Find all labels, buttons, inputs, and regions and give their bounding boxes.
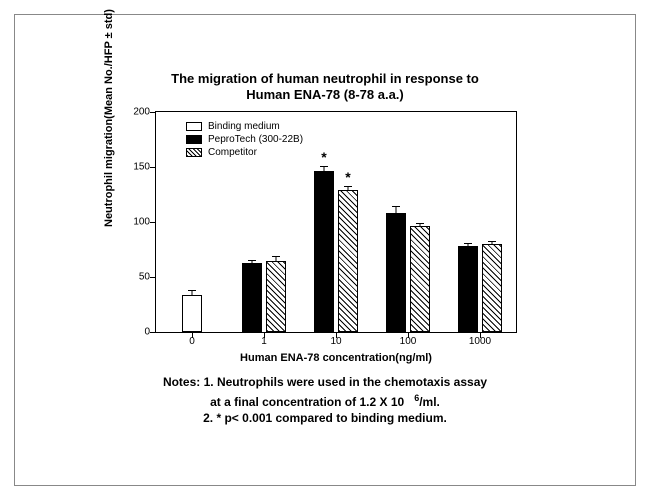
bar-competitor bbox=[482, 244, 502, 332]
note-line1: Notes: 1. Neutrophils were used in the c… bbox=[15, 375, 635, 389]
error-cap bbox=[188, 290, 196, 291]
y-tick-label: 100 bbox=[126, 217, 150, 228]
error-bar bbox=[492, 242, 493, 244]
y-tick-label: 0 bbox=[126, 327, 150, 338]
x-axis-label: Human ENA-78 concentration(ng/ml) bbox=[156, 352, 516, 364]
y-tick bbox=[150, 222, 156, 223]
x-tick-label: 1000 bbox=[469, 336, 491, 347]
bar-competitor bbox=[266, 261, 286, 333]
bar-peprotech bbox=[242, 263, 262, 332]
bar-peprotech bbox=[386, 213, 406, 332]
error-cap bbox=[464, 243, 472, 244]
y-tick bbox=[150, 332, 156, 333]
y-tick-label: 50 bbox=[126, 272, 150, 283]
error-bar bbox=[252, 261, 253, 263]
legend-swatch-hatch bbox=[186, 148, 202, 157]
bar-binding bbox=[182, 295, 202, 332]
error-bar bbox=[396, 207, 397, 214]
y-axis-label: Neutrophil migration(Mean No./HFP ± std) bbox=[103, 9, 115, 227]
error-cap bbox=[248, 260, 256, 261]
legend-item-binding: Binding medium bbox=[186, 120, 303, 133]
bar-competitor bbox=[410, 226, 430, 332]
bar-peprotech bbox=[314, 171, 334, 332]
legend: Binding medium PeproTech (300-22B) Compe… bbox=[186, 120, 303, 159]
error-cap bbox=[344, 186, 352, 187]
error-bar bbox=[324, 167, 325, 171]
x-tick-label: 1 bbox=[261, 336, 267, 347]
significance-star: * bbox=[321, 149, 326, 165]
legend-item-competitor: Competitor bbox=[186, 146, 303, 159]
note-line3: 2. * p< 0.001 compared to binding medium… bbox=[15, 411, 635, 425]
error-cap bbox=[416, 223, 424, 224]
y-tick-label: 150 bbox=[126, 162, 150, 173]
error-bar bbox=[276, 257, 277, 260]
significance-star: * bbox=[345, 169, 350, 185]
error-cap bbox=[272, 256, 280, 257]
x-tick-label: 10 bbox=[330, 336, 341, 347]
note-line2-sup: 6 bbox=[414, 393, 419, 403]
legend-item-peprotech: PeproTech (300-22B) bbox=[186, 133, 303, 146]
error-cap bbox=[392, 206, 400, 207]
error-bar bbox=[468, 244, 469, 246]
error-bar bbox=[192, 291, 193, 294]
chart-frame: The migration of human neutrophil in res… bbox=[14, 14, 636, 486]
legend-swatch-solid bbox=[186, 135, 202, 144]
error-bar bbox=[420, 224, 421, 226]
x-tick-label: 0 bbox=[189, 336, 195, 347]
plot-area: Binding medium PeproTech (300-22B) Compe… bbox=[155, 111, 517, 333]
legend-label-peprotech: PeproTech (300-22B) bbox=[208, 133, 303, 146]
note-line2: at a final concentration of 1.2 X 10 6/m… bbox=[15, 395, 635, 409]
note-line2-space bbox=[404, 395, 414, 409]
bar-peprotech bbox=[458, 246, 478, 332]
x-tick-label: 100 bbox=[400, 336, 417, 347]
y-tick bbox=[150, 167, 156, 168]
note-line2-pre: at a final concentration of 1.2 X 10 bbox=[210, 395, 404, 409]
legend-label-binding: Binding medium bbox=[208, 120, 280, 133]
y-tick-label: 200 bbox=[126, 107, 150, 118]
y-tick bbox=[150, 277, 156, 278]
error-bar bbox=[348, 187, 349, 190]
bar-competitor bbox=[338, 190, 358, 332]
error-cap bbox=[488, 241, 496, 242]
y-tick bbox=[150, 112, 156, 113]
error-cap bbox=[320, 166, 328, 167]
legend-swatch-open bbox=[186, 122, 202, 131]
note-line2-post: /ml. bbox=[419, 395, 440, 409]
legend-label-competitor: Competitor bbox=[208, 146, 257, 159]
